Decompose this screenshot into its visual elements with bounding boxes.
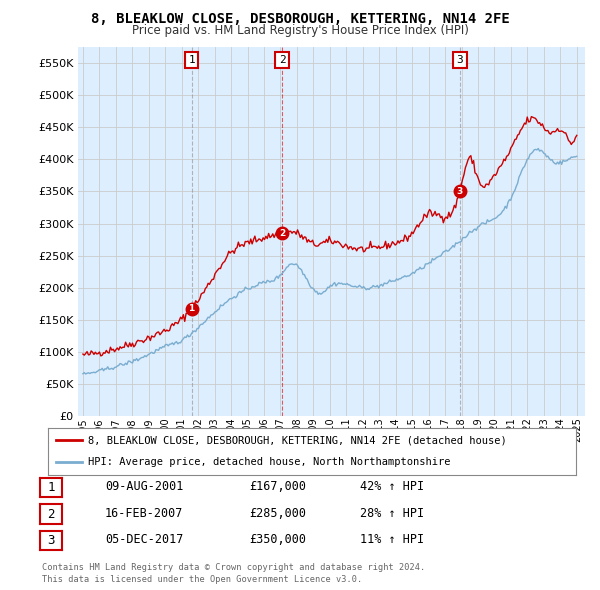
Text: 2: 2 (279, 55, 286, 65)
Text: 11% ↑ HPI: 11% ↑ HPI (360, 533, 424, 546)
Text: This data is licensed under the Open Government Licence v3.0.: This data is licensed under the Open Gov… (42, 575, 362, 584)
Text: 05-DEC-2017: 05-DEC-2017 (105, 533, 184, 546)
Text: 3: 3 (457, 55, 463, 65)
Text: 2: 2 (279, 229, 285, 238)
Text: 3: 3 (457, 187, 463, 196)
Text: Contains HM Land Registry data © Crown copyright and database right 2024.: Contains HM Land Registry data © Crown c… (42, 563, 425, 572)
Text: 16-FEB-2007: 16-FEB-2007 (105, 507, 184, 520)
Text: £167,000: £167,000 (249, 480, 306, 493)
Text: Price paid vs. HM Land Registry's House Price Index (HPI): Price paid vs. HM Land Registry's House … (131, 24, 469, 37)
Text: 8, BLEAKLOW CLOSE, DESBOROUGH, KETTERING, NN14 2FE (detached house): 8, BLEAKLOW CLOSE, DESBOROUGH, KETTERING… (88, 435, 506, 445)
Text: 42% ↑ HPI: 42% ↑ HPI (360, 480, 424, 493)
Text: 28% ↑ HPI: 28% ↑ HPI (360, 507, 424, 520)
Text: 2: 2 (47, 507, 55, 521)
Text: 1: 1 (188, 304, 195, 313)
Text: 3: 3 (47, 534, 55, 548)
Text: 8, BLEAKLOW CLOSE, DESBOROUGH, KETTERING, NN14 2FE: 8, BLEAKLOW CLOSE, DESBOROUGH, KETTERING… (91, 12, 509, 26)
Text: £285,000: £285,000 (249, 507, 306, 520)
Text: £350,000: £350,000 (249, 533, 306, 546)
Text: 1: 1 (47, 481, 55, 494)
Text: 09-AUG-2001: 09-AUG-2001 (105, 480, 184, 493)
Text: 1: 1 (188, 55, 195, 65)
Text: HPI: Average price, detached house, North Northamptonshire: HPI: Average price, detached house, Nort… (88, 457, 450, 467)
